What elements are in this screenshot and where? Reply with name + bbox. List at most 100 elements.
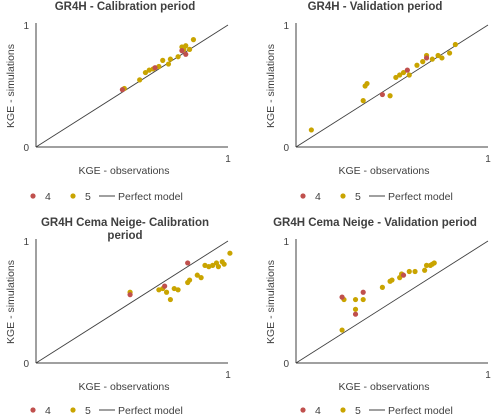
data-point-series-4 [183, 51, 189, 57]
legend-label-perfect-model: Perfect model [388, 191, 453, 203]
data-point-series-5 [163, 289, 170, 295]
data-point-series-4 [152, 65, 158, 71]
scatter-plot: 0 1 1 KGE - observations KGE - simulations 4 5… [265, 21, 491, 203]
scatter-plot: 0 1 1 KGE - observations KGE - simulations 4 5… [5, 237, 233, 417]
data-point-series-5 [194, 272, 200, 278]
x-tick-label: 1 [485, 370, 491, 381]
y-axis-label: KGE - simulations [5, 44, 17, 128]
chart-panel-cemaneige-calibration: GR4H Cema Neige- Calibration period 0 1 1 K… [0, 210, 250, 420]
legend-label-series-4: 4 [45, 191, 51, 203]
legend-marker-series-5 [70, 407, 76, 413]
data-point-series-5 [360, 296, 366, 303]
data-point-series-5 [406, 72, 412, 78]
data-point-series-5 [414, 62, 420, 68]
legend-marker-series-5 [340, 407, 346, 413]
legend-label-perfect-model: Perfect model [388, 405, 453, 417]
data-point-series-5 [137, 77, 143, 83]
legend-label-series-4: 4 [315, 405, 321, 417]
perfect-model-line [35, 24, 229, 148]
data-point-series-5 [187, 277, 193, 283]
x-tick-label: 1 [225, 154, 231, 165]
data-point-series-4 [339, 294, 345, 300]
chart-panel-gr4h-validation: GR4H - Validation period 0 1 1 KGE - observ… [250, 0, 500, 210]
data-point-series-4 [423, 55, 430, 61]
y-tick-label: 0 [283, 359, 289, 370]
x-axis-label: KGE - observations [338, 165, 429, 177]
y-tick-label: 1 [283, 237, 289, 248]
perfect-model-line [295, 240, 489, 364]
legend-label-series-4: 4 [45, 405, 51, 417]
data-point-series-5 [435, 52, 441, 59]
x-tick-label: 1 [225, 370, 231, 381]
legend-marker-series-4 [300, 193, 306, 199]
data-point-series-5 [393, 74, 399, 81]
data-point-series-5 [400, 69, 407, 76]
data-point-series-4 [360, 289, 366, 295]
data-point-series-5 [308, 127, 314, 133]
data-point-series-5 [431, 260, 437, 266]
data-point-series-5 [175, 287, 181, 293]
data-point-series-5 [142, 69, 149, 76]
data-point-series-5 [420, 59, 426, 65]
data-point-series-5 [339, 327, 345, 333]
x-axis-label: KGE - observations [338, 381, 429, 393]
perfect-model-line [295, 24, 489, 148]
y-axis-label: KGE - simulations [5, 260, 17, 344]
legend-label-series-5: 5 [355, 405, 361, 417]
legend-marker-series-4 [30, 193, 36, 199]
data-point-series-5 [352, 306, 359, 312]
data-point-series-5 [389, 277, 395, 283]
legend-marker-series-5 [70, 193, 76, 199]
chart-title: GR4H - Validation period [307, 1, 443, 13]
data-point-series-5 [183, 43, 189, 49]
legend-marker-series-4 [300, 407, 306, 413]
data-point-series-5 [429, 56, 435, 62]
perfect-model-line [35, 240, 229, 364]
data-point-series-5 [364, 80, 370, 87]
data-point-series-5 [190, 37, 197, 43]
data-point-series-5 [397, 72, 403, 78]
chart-title: GR4H Cema Neige- Calibration period [40, 217, 210, 242]
legend-label-series-5: 5 [85, 405, 91, 417]
data-point-series-5 [215, 264, 221, 270]
legend-label-series-5: 5 [355, 191, 361, 203]
x-axis-label: KGE - observations [78, 381, 169, 393]
y-axis-label: KGE - simulations [265, 260, 277, 344]
y-tick-label: 0 [23, 143, 29, 154]
data-point-series-4 [162, 283, 168, 289]
data-point-series-5 [439, 55, 445, 61]
y-axis-label: KGE - simulations [265, 44, 277, 128]
data-point-series-5 [167, 56, 173, 62]
legend-label-perfect-model: Perfect model [118, 405, 183, 417]
data-point-series-4 [400, 272, 407, 278]
data-point-series-5 [452, 41, 458, 48]
y-tick-label: 0 [283, 143, 289, 154]
y-tick-label: 0 [23, 359, 29, 370]
data-point-series-5 [423, 262, 430, 268]
data-point-series-4 [127, 292, 133, 298]
data-point-series-5 [447, 50, 453, 56]
x-axis-label: KGE - observations [78, 165, 169, 177]
data-point-series-5 [379, 284, 385, 290]
y-tick-label: 1 [283, 21, 289, 32]
y-tick-label: 1 [23, 237, 29, 248]
legend-label-perfect-model: Perfect model [118, 191, 183, 203]
data-point-series-5 [221, 261, 227, 267]
data-point-series-4 [352, 311, 359, 317]
data-point-series-5 [352, 296, 359, 303]
legend-marker-series-4 [30, 407, 36, 413]
chart-title: GR4H - Calibration period [54, 1, 196, 13]
scatter-plot: 0 1 1 KGE - observations KGE - simulations 4 5… [265, 237, 491, 417]
data-point-series-5 [167, 296, 173, 303]
data-point-series-4 [404, 67, 410, 73]
chart-title: GR4H Cema Neige - Validation period [273, 217, 477, 229]
data-point-series-5 [187, 46, 193, 53]
data-point-series-4 [185, 260, 191, 266]
scatter-plot: 0 1 1 KGE - observations KGE - simulations 4 5… [5, 21, 231, 203]
data-point-series-5 [175, 54, 181, 60]
chart-panel-gr4h-calibration: GR4H - Calibration period 0 1 1 KGE - obser… [0, 0, 250, 210]
y-tick-label: 1 [23, 21, 29, 32]
data-point-series-5 [210, 262, 216, 268]
legend-label-series-4: 4 [315, 191, 321, 203]
data-point-series-5 [198, 275, 204, 281]
